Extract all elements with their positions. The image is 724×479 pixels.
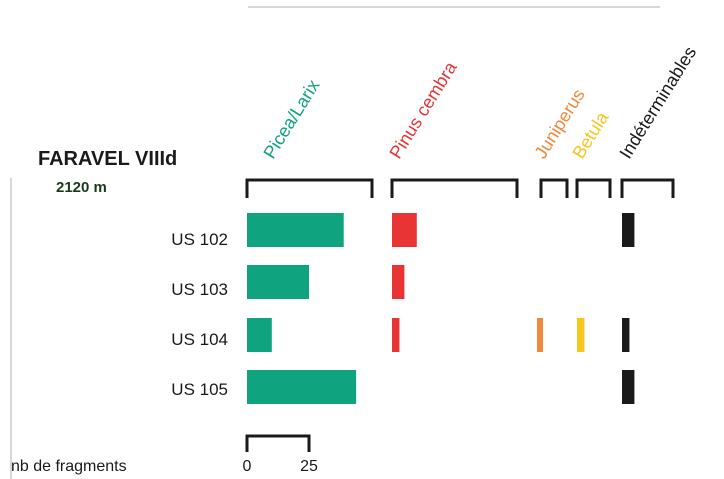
- bracket-4: [620, 178, 675, 198]
- scale-bar-group: [245, 434, 311, 452]
- series-label-pinus-cembra: Pinus cembra: [385, 57, 461, 162]
- bar-series3-row2: [577, 318, 585, 352]
- bracket-1: [390, 178, 519, 198]
- bar-series4-row0: [622, 213, 635, 247]
- chart-subtitle: 2120 m: [56, 179, 107, 196]
- bar-series1-row0: [392, 213, 417, 247]
- bracket-3: [575, 178, 612, 198]
- bar-series0-row2: [247, 318, 272, 352]
- bar-series0-row3: [247, 370, 357, 404]
- bar-series2-row2: [537, 318, 543, 352]
- bar-series4-row3: [622, 370, 635, 404]
- row-label-us103: US 103: [171, 280, 228, 299]
- scale-bar: [245, 434, 311, 452]
- chart-title: FARAVEL VIIId: [38, 148, 177, 170]
- bar-series4-row2: [622, 318, 630, 352]
- bar-series1-row1: [392, 265, 405, 299]
- bracket-0: [245, 178, 374, 198]
- bar-series0-row1: [247, 265, 309, 299]
- bar-series1-row2: [392, 318, 400, 352]
- bracket-2: [539, 178, 569, 198]
- bar-series0-row0: [247, 213, 344, 247]
- scale-tick-25: 25: [300, 458, 318, 475]
- scale-tick-0: 0: [243, 458, 252, 475]
- row-label-us105: US 105: [171, 380, 228, 399]
- scale-label: nb de fragments: [11, 458, 127, 475]
- row-label-us104: US 104: [171, 330, 228, 349]
- series-label-indeterminables: Indéterminables: [615, 43, 700, 162]
- series-label-picea-larix: Picea/Larix: [259, 76, 323, 162]
- bracket-group: [245, 178, 675, 198]
- bar-group: [247, 213, 635, 404]
- row-label-us102: US 102: [171, 230, 228, 249]
